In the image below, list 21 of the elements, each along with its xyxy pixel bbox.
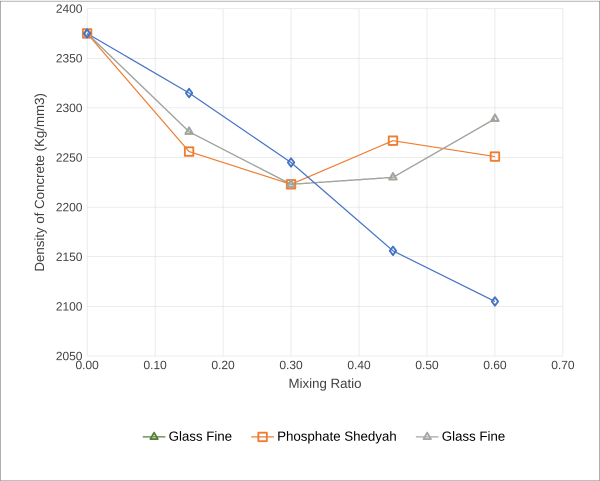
y-tick-label: 2200 bbox=[56, 202, 82, 212]
legend-label: Phosphate Shedyah bbox=[278, 431, 396, 444]
x-tick-label: 0.70 bbox=[552, 360, 574, 370]
x-tick-label: 0.40 bbox=[348, 360, 370, 370]
legend-label: Glass Fine bbox=[442, 431, 505, 441]
y-tick-label: 2350 bbox=[56, 54, 82, 63]
x-tick-label: 0.50 bbox=[416, 360, 438, 370]
y-tick-label: 2250 bbox=[56, 153, 82, 162]
x-tick-label: 0.20 bbox=[212, 360, 234, 370]
x-tick-label: 0.30 bbox=[280, 360, 302, 370]
legend-label: Glass Fine bbox=[169, 431, 232, 441]
y-axis-title: Density of Concrete (Kg/mm3) bbox=[34, 94, 47, 271]
y-tick-label: 2050 bbox=[56, 352, 82, 360]
y-tick-label: 2300 bbox=[56, 104, 82, 112]
y-tick-label: 2150 bbox=[56, 252, 82, 262]
y-tick-label: 2100 bbox=[56, 302, 82, 311]
y-tick-label: 2400 bbox=[56, 4, 82, 13]
x-tick-label: 0.60 bbox=[484, 360, 506, 370]
x-axis-title: Mixing Ratio bbox=[290, 378, 361, 391]
x-tick-label: 0.10 bbox=[144, 360, 166, 370]
x-tick-label: 0.00 bbox=[76, 360, 98, 370]
